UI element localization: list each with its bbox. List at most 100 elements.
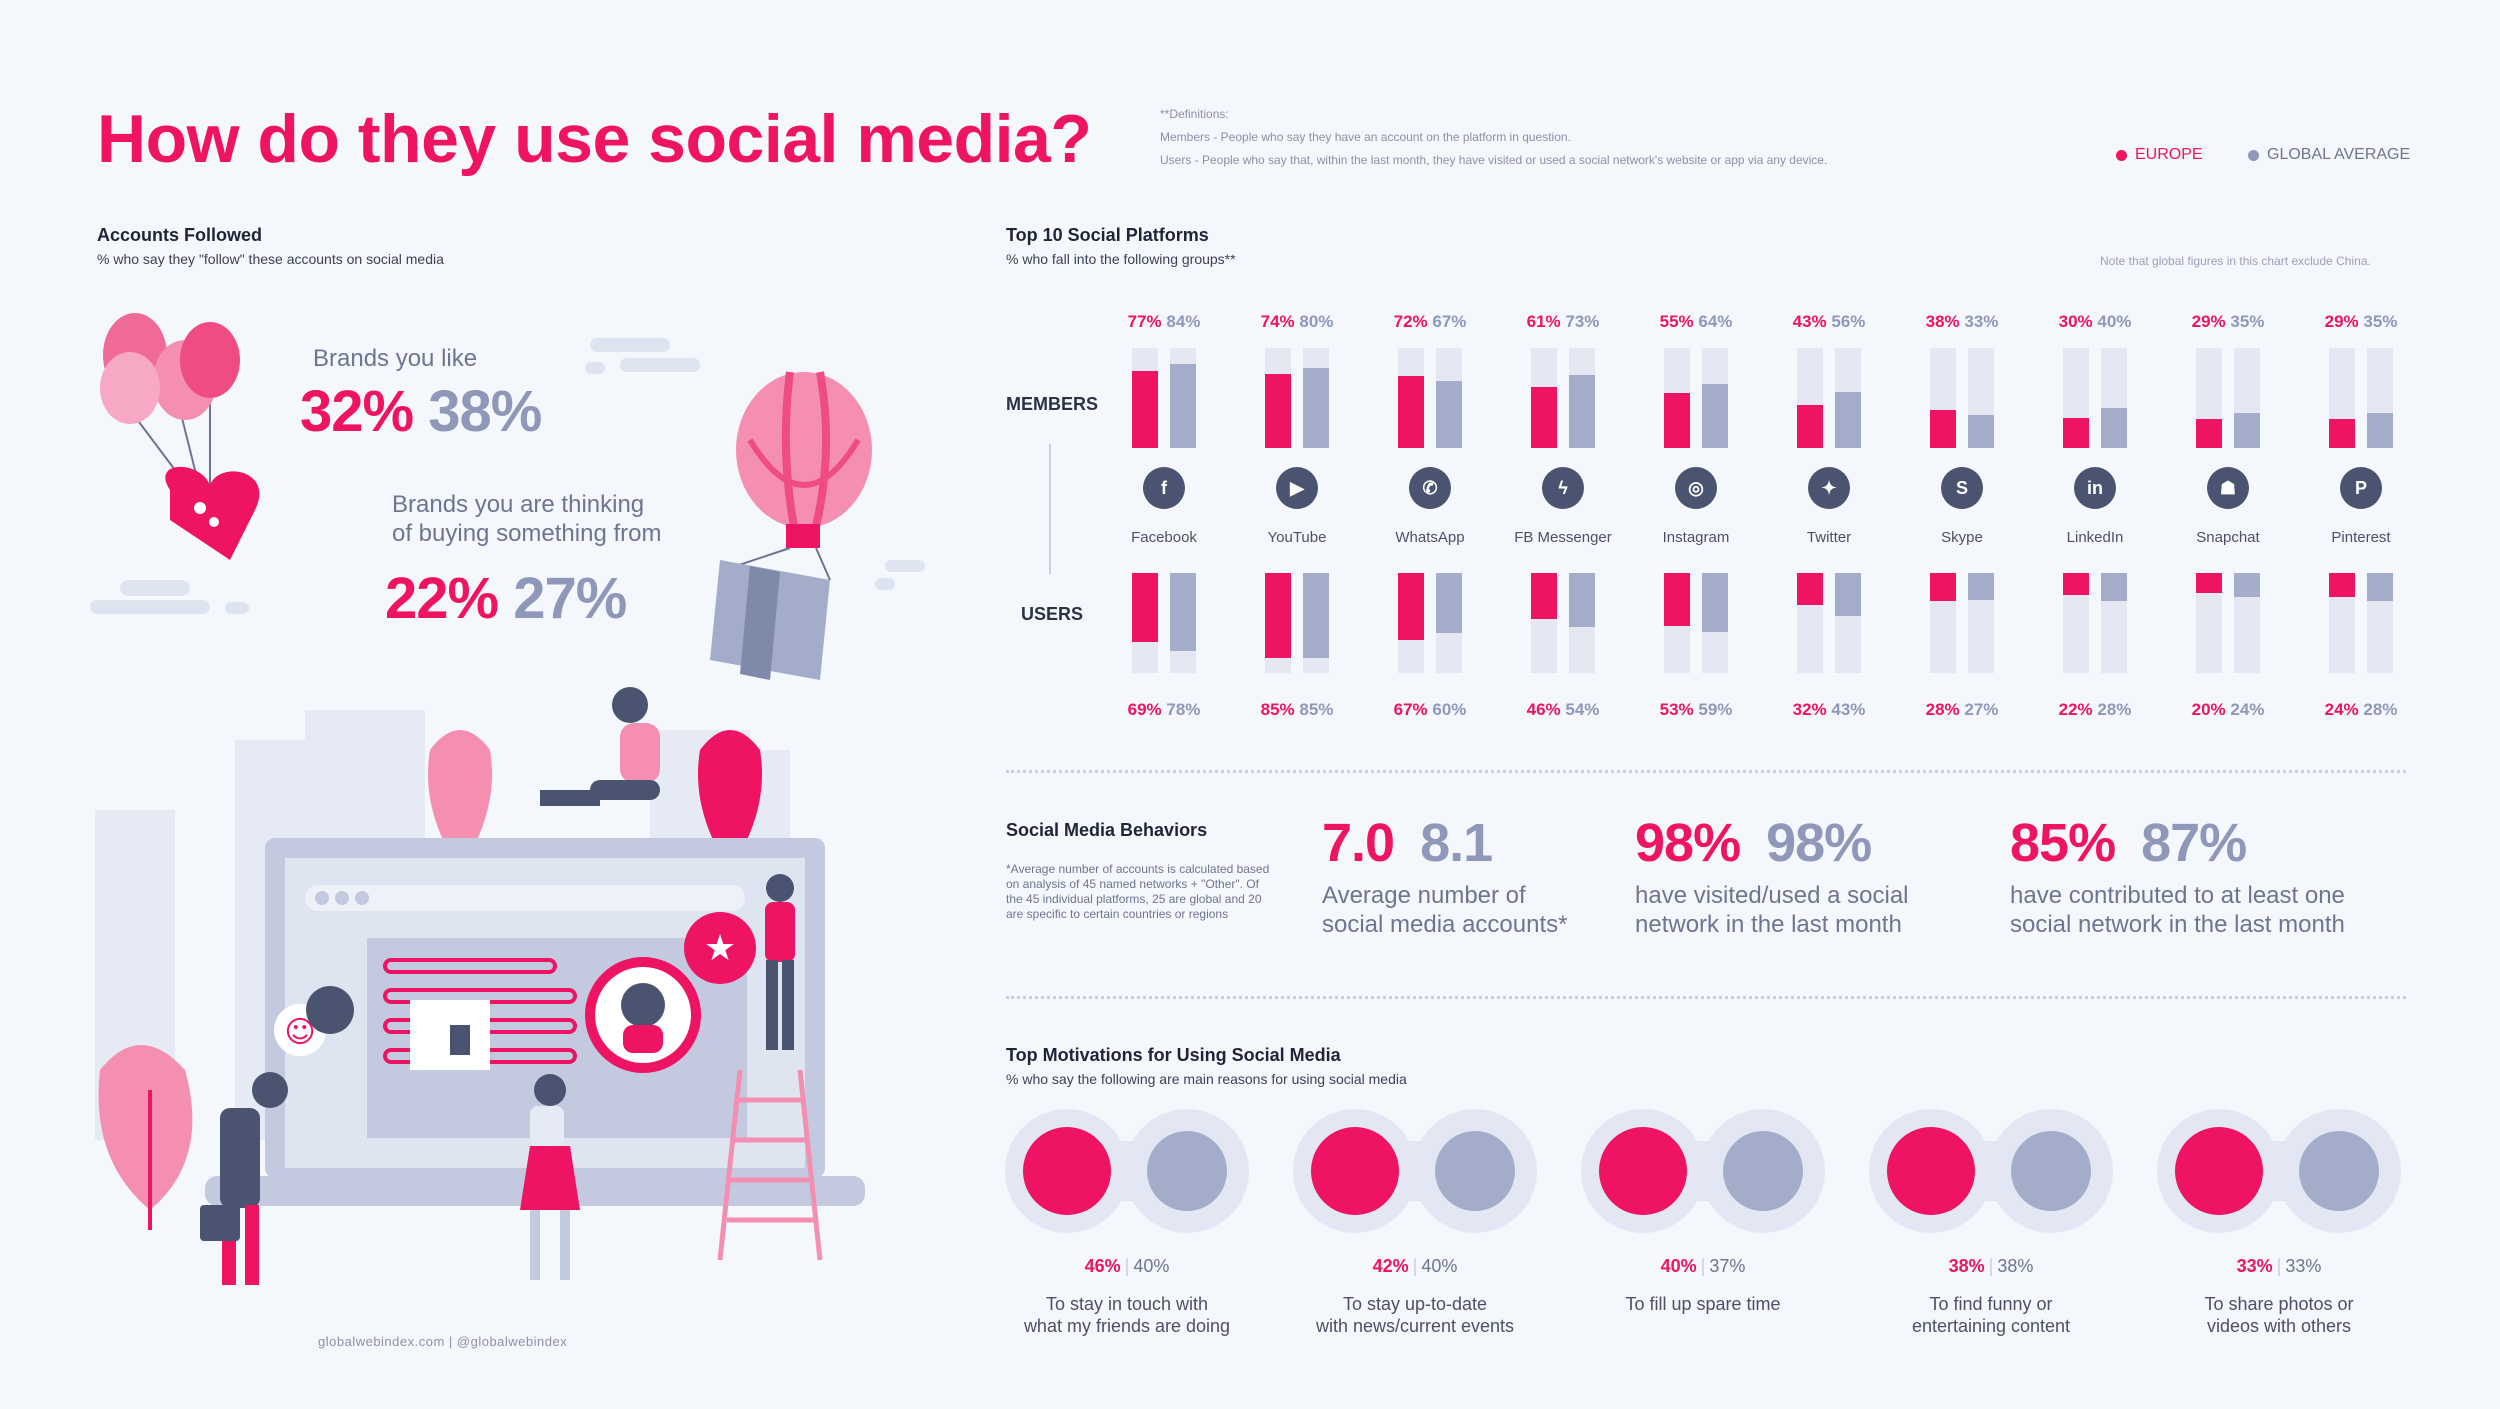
motivation-europe-dot	[2175, 1127, 2263, 1215]
platform-name-linkedin: LinkedIn	[2066, 529, 2124, 546]
definitions: **Definitions: Members - People who say …	[1160, 103, 1827, 172]
accounts-title: Accounts Followed	[97, 225, 263, 245]
motivation-label-3: To fill up spare time	[1563, 1293, 1843, 1315]
users-bar-global-linkedin	[2101, 573, 2127, 601]
users-europe-label: 24%	[2324, 700, 2359, 719]
users-bar-track-fb-messenger	[1569, 573, 1595, 673]
users-bar-europe-instagram	[1664, 573, 1690, 626]
members-pct-linkedin: 30% 40%	[2030, 312, 2160, 332]
users-bar-europe-twitter	[1797, 573, 1823, 605]
members-bar-global-fb-messenger	[1569, 375, 1595, 448]
users-bar-global-youtube	[1303, 573, 1329, 658]
members-global-label: 35%	[2225, 312, 2265, 331]
users-europe-label: 28%	[1925, 700, 1960, 719]
behavior-label-line: social network in the last month	[2010, 911, 2345, 938]
users-bar-track-facebook	[1132, 573, 1158, 673]
users-bar-track-skype	[1968, 573, 1994, 673]
accounts-item-2-label-line-1: Brands you are thinking	[392, 491, 645, 518]
users-pct-instagram: 53% 59%	[1631, 700, 1761, 720]
behavior-global-value: 87%	[2141, 813, 2247, 873]
global-dot-icon	[2248, 149, 2259, 161]
users-pct-skype: 28% 27%	[1897, 700, 2027, 720]
users-bar-global-snapchat	[2234, 573, 2260, 597]
motivation-label-line: videos with others	[2206, 1316, 2352, 1336]
members-bar-track-whatsapp	[1398, 348, 1424, 448]
legend-europe: EUROPE	[2116, 146, 2203, 164]
members-bar-europe-twitter	[1797, 405, 1823, 448]
motivation-global-dot	[1147, 1131, 1227, 1211]
accounts-item-1-label: Brands you like	[313, 345, 478, 372]
motivation-separator: |	[1988, 1256, 1994, 1276]
users-pct-twitter: 32% 43%	[1764, 700, 1894, 720]
members-bar-global-twitter	[1835, 392, 1861, 448]
users-global-label: 27%	[1959, 700, 1999, 719]
users-bar-track-whatsapp	[1436, 573, 1462, 673]
platform-name-whatsapp: WhatsApp	[1395, 529, 1465, 546]
users-bar-global-whatsapp	[1436, 573, 1462, 633]
members-europe-label: 43%	[1792, 312, 1827, 331]
platform-name-fb-messenger: FB Messenger	[1514, 529, 1612, 546]
motivations-title: Top Motivations for Using Social Media	[1006, 1045, 1341, 1065]
users-global-label: 54%	[1560, 700, 1600, 719]
platforms-title: Top 10 Social Platforms	[1006, 225, 1209, 245]
behavior-label-line: network in the last month	[1635, 911, 1902, 938]
snapchat-icon: ☗	[2207, 467, 2249, 509]
behavior-global-value: 98%	[1766, 813, 1872, 873]
members-bar-track-snapchat	[2234, 348, 2260, 448]
users-bar-track-pinterest	[2329, 573, 2355, 673]
motivation-label-line: To stay up-to-date	[1342, 1294, 1488, 1314]
users-bar-europe-linkedin	[2063, 573, 2089, 595]
people-icon: ☺	[200, 687, 823, 1285]
behaviors-stats: 7.0 8.1 Average number of social media acco…	[1322, 813, 2345, 938]
users-bar-global-twitter	[1835, 573, 1861, 616]
motivation-europe-value: 38%	[1948, 1256, 1985, 1276]
illustration: ★ ☺	[90, 313, 925, 1285]
skype-icon: S	[1941, 467, 1983, 509]
users-pct-pinterest: 24% 28%	[2296, 700, 2426, 720]
members-bar-track-snapchat	[2196, 348, 2222, 448]
members-bar-track-facebook	[1170, 348, 1196, 448]
youtube-icon: ▶	[1276, 467, 1318, 509]
users-bar-global-fb-messenger	[1569, 573, 1595, 627]
users-bar-track-linkedin	[2063, 573, 2089, 673]
accounts-item-2-values: 22% 27%	[385, 565, 627, 632]
members-europe-label: 61%	[1526, 312, 1561, 331]
behavior-label-line: social media accounts*	[1322, 911, 1568, 938]
facebook-icon: f	[1143, 467, 1185, 509]
members-bar-track-whatsapp	[1436, 348, 1462, 448]
users-bar-track-youtube	[1303, 573, 1329, 673]
members-bar-track-youtube	[1303, 348, 1329, 448]
members-bar-global-youtube	[1303, 368, 1329, 448]
members-global-label: 40%	[2092, 312, 2132, 331]
twitter-icon: ✦	[1808, 467, 1850, 509]
users-bar-track-pinterest	[2367, 573, 2393, 673]
platforms-chart: 77% 84% f Facebook 69% 78% 74% 80% ▶ YouTube 85…	[1128, 312, 2426, 720]
users-bar-europe-snapchat	[2196, 573, 2222, 593]
motivation-label-line: To find funny or	[1929, 1294, 2053, 1314]
cloud-icon	[90, 338, 925, 614]
row-divider	[1049, 444, 1051, 574]
accounts-subtitle: % who say they "follow" these accounts o…	[97, 251, 444, 267]
definitions-users: Users - People who say that, within the …	[1160, 153, 1828, 167]
users-bar-global-pinterest	[2367, 573, 2393, 601]
platform-name-facebook: Facebook	[1131, 529, 1197, 546]
users-bar-track-linkedin	[2101, 573, 2127, 673]
motivation-global-value: 38%	[1997, 1256, 2034, 1276]
members-pct-youtube: 74% 80%	[1232, 312, 1362, 332]
motivation-pct-2: 42% | 40%	[1275, 1256, 1555, 1277]
behavior-europe-value: 85%	[2010, 813, 2116, 873]
members-bar-track-youtube	[1265, 348, 1291, 448]
motivation-europe-value: 42%	[1372, 1256, 1409, 1276]
motivation-pill-5	[2157, 1109, 2401, 1233]
users-row-label: USERS	[1021, 604, 1084, 624]
users-pct-youtube: 85% 85%	[1232, 700, 1362, 720]
behaviors-title: Social Media Behaviors	[1006, 820, 1208, 840]
members-bar-track-instagram	[1664, 348, 1690, 448]
behavior-label-line: have contributed to at least one	[2010, 882, 2345, 909]
platform-name-youtube: YouTube	[1267, 529, 1327, 546]
section-divider	[1006, 770, 2406, 773]
users-bar-europe-fb-messenger	[1531, 573, 1557, 619]
members-global-label: 80%	[1294, 312, 1334, 331]
motivation-global-dot	[1723, 1131, 1803, 1211]
users-bar-global-skype	[1968, 573, 1994, 600]
